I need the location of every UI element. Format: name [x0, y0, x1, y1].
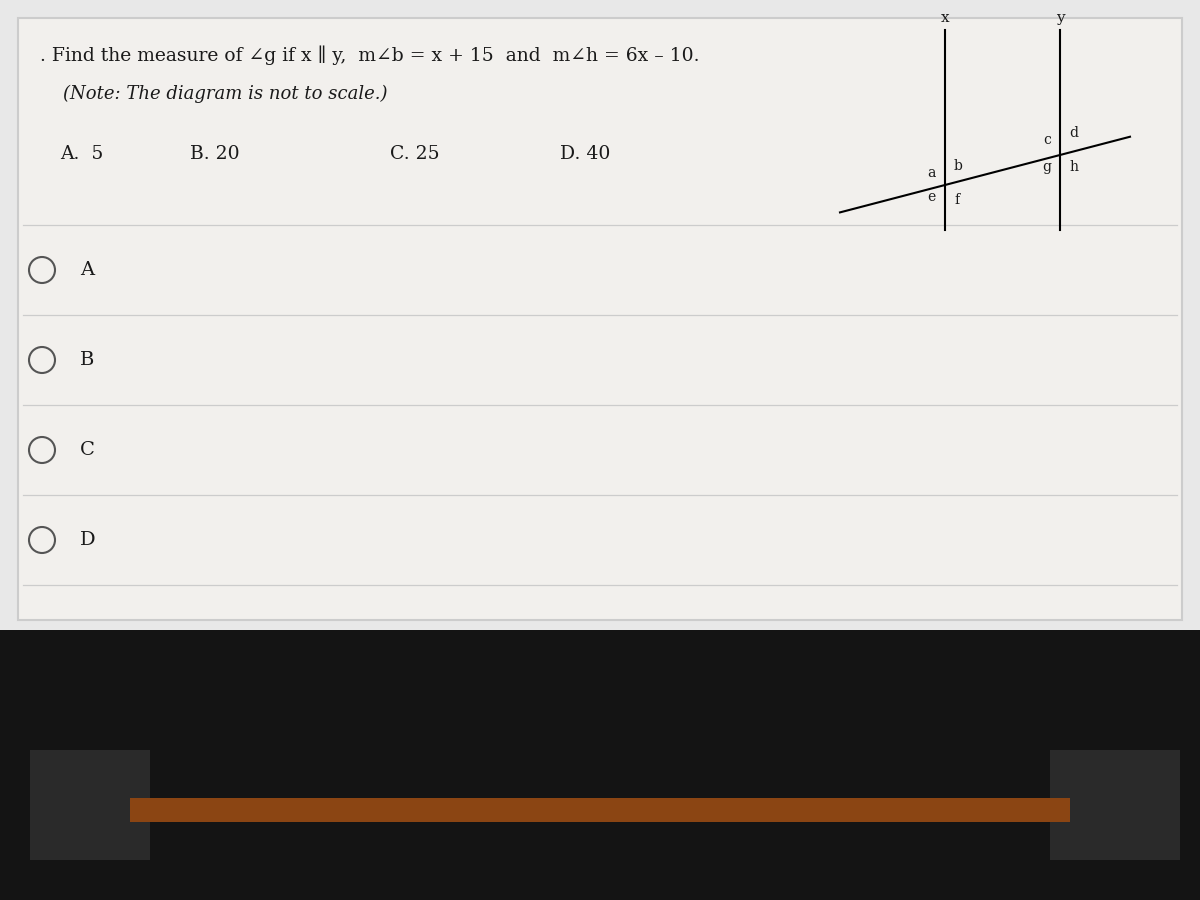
Text: c: c	[1043, 133, 1051, 147]
Bar	[0, 630, 1200, 900]
Text: g: g	[1042, 160, 1051, 174]
Text: . Find the measure of ∠g if x ∥ y,  m∠b = x + 15  and  m∠h = 6x – 10.: . Find the measure of ∠g if x ∥ y, m∠b =…	[40, 45, 700, 65]
Text: e: e	[928, 190, 936, 204]
Text: d: d	[1069, 126, 1078, 140]
Bar	[130, 798, 1070, 822]
Text: b: b	[954, 159, 962, 173]
Bar	[30, 750, 150, 860]
Text: f: f	[954, 193, 959, 207]
Text: h: h	[1069, 160, 1078, 174]
Bar	[1050, 750, 1180, 860]
Bar	[18, 18, 1182, 620]
Text: (Note: The diagram is not to scale.): (Note: The diagram is not to scale.)	[64, 85, 388, 104]
Text: B: B	[80, 351, 95, 369]
Text: C. 25: C. 25	[390, 145, 439, 163]
Text: y: y	[1056, 11, 1064, 25]
Text: D. 40: D. 40	[560, 145, 611, 163]
Text: A.  5: A. 5	[60, 145, 103, 163]
Text: a: a	[928, 166, 936, 180]
Text: B. 20: B. 20	[190, 145, 240, 163]
Text: A: A	[80, 261, 94, 279]
Text: x: x	[941, 11, 949, 25]
Text: C: C	[80, 441, 95, 459]
Bar	[0, 0, 1200, 630]
Text: D: D	[80, 531, 96, 549]
